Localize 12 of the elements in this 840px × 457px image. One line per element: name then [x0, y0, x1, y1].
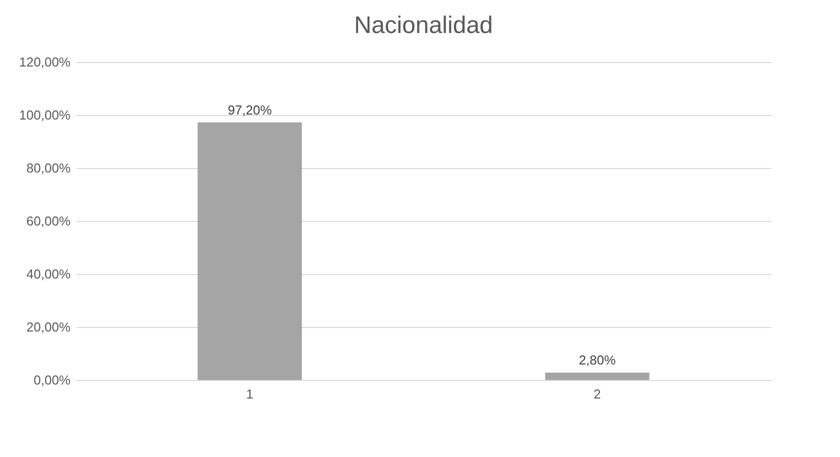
y-tick-label: 0,00%: [34, 372, 71, 388]
x-tick-label: 1: [246, 386, 254, 402]
y-tick-label: 20,00%: [26, 320, 71, 334]
data-label: 2,80%: [578, 352, 616, 368]
y-tick-label: 40,00%: [26, 266, 71, 282]
y-tick-label: 120,00%: [19, 54, 71, 70]
data-label: 97,20%: [228, 102, 272, 118]
y-tick-label: 80,00%: [26, 160, 71, 176]
chart-title: Nacionalidad: [354, 12, 493, 39]
y-tick-label: 60,00%: [26, 214, 71, 228]
y-tick-label: 100,00%: [19, 108, 71, 122]
x-tick-label: 2: [594, 386, 601, 402]
